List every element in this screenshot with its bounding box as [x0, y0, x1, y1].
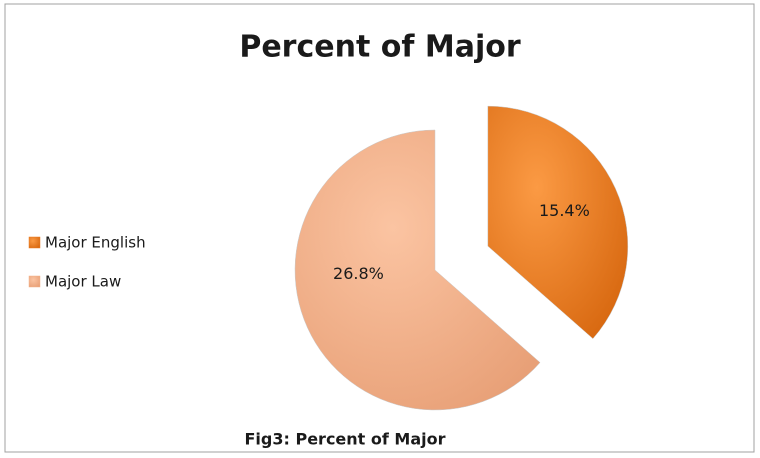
- data-label: 26.8%: [333, 264, 384, 283]
- pie-slice: [487, 105, 629, 340]
- data-label: 15.4%: [539, 201, 590, 220]
- legend-label: Major English: [45, 234, 146, 252]
- legend-label: Major Law: [45, 273, 121, 291]
- pie-slice: [294, 129, 541, 411]
- legend-swatch: [28, 236, 41, 249]
- chart-title: Percent of Major: [239, 30, 520, 65]
- caption: Fig3: Percent of Major: [245, 430, 446, 449]
- legend-swatch: [28, 275, 41, 288]
